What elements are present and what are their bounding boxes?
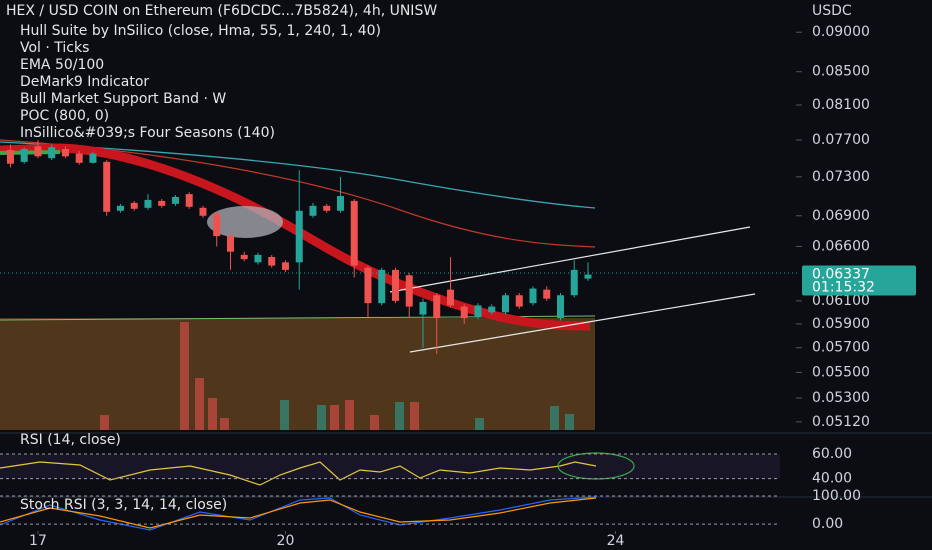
candle-body	[488, 306, 496, 313]
indicator-label: InSillico&#039;s Four Seasons (140)	[20, 125, 275, 141]
y-tick-label: 40.00	[812, 471, 852, 487]
y-tick-label: 0.07300	[812, 169, 870, 185]
candle-body	[309, 205, 317, 216]
indicator-label: Bull Market Support Band · W	[20, 91, 226, 107]
candle-body	[515, 295, 523, 307]
candle-body	[61, 149, 69, 157]
rsi-title: RSI (14, close)	[20, 432, 121, 448]
indicator-label: POC (800, 0)	[20, 108, 109, 124]
candle-body	[226, 236, 234, 252]
candle-body	[34, 146, 42, 157]
candle-body	[268, 257, 276, 266]
currency: USDC	[812, 3, 852, 19]
candle-body	[570, 269, 578, 296]
candle-body	[336, 196, 344, 211]
candle-body	[213, 213, 221, 237]
y-tick-label: 0.06100	[812, 293, 870, 309]
candle-body	[501, 295, 509, 313]
indicator-label: EMA 50/100	[20, 57, 104, 73]
candle-body	[405, 275, 413, 307]
candle-body	[48, 147, 56, 159]
candle-body	[75, 153, 83, 163]
support-band	[0, 318, 595, 430]
indicator-label: Vol · Ticks	[20, 40, 89, 56]
ema-line	[0, 141, 596, 209]
x-tick-label: 24	[607, 533, 625, 549]
x-tick-label: 17	[29, 533, 47, 549]
candle-body	[158, 200, 166, 206]
indicator-label: Hull Suite by InSilico (close, Hma, 55, …	[20, 23, 381, 39]
volume-bars	[280, 400, 574, 430]
price-badge	[802, 265, 916, 296]
candle-body	[6, 149, 14, 164]
y-tick-label: 0.05500	[812, 364, 870, 380]
y-tick-label: 0.00	[812, 516, 843, 532]
y-tick-label: 0.08100	[812, 97, 870, 113]
y-tick-label: 0.09000	[812, 24, 870, 40]
poc-marker	[207, 206, 283, 238]
y-tick-label: 0.06900	[812, 208, 870, 224]
candle-body	[419, 302, 427, 315]
volume-bars	[100, 322, 419, 430]
trend-line	[409, 293, 756, 353]
candle-body	[350, 200, 358, 266]
stoch-k-line	[0, 496, 597, 531]
indicator-label: DeMark9 Indicator	[20, 74, 149, 90]
candle-body	[240, 254, 248, 260]
symbol-title: HEX / USD COIN on Ethereum (F6DCDC...7B5…	[6, 3, 437, 19]
candle-body	[460, 306, 468, 319]
y-tick-label: 0.07700	[812, 132, 870, 148]
y-tick-label: 0.05300	[812, 390, 870, 406]
candle-body	[556, 295, 564, 319]
candle-body	[295, 210, 303, 263]
candle-body	[199, 207, 207, 216]
candle-body	[323, 205, 331, 211]
candle-body	[378, 269, 386, 304]
stoch-title: Stoch RSI (3, 3, 14, 14, close)	[20, 497, 227, 513]
y-tick-label: 60.00	[812, 446, 852, 462]
candle-body	[20, 149, 28, 162]
y-tick-label: 0.08500	[812, 64, 870, 80]
price-label: 0.06337	[812, 267, 870, 283]
candle-body	[391, 269, 399, 301]
candle-body	[446, 289, 454, 306]
countdown: 01:15:32	[812, 280, 875, 296]
y-tick-label: 0.05900	[812, 316, 870, 332]
y-tick-label: 0.05700	[812, 340, 870, 356]
candle-body	[543, 289, 551, 299]
candle-body	[144, 199, 152, 208]
candle-body	[529, 288, 537, 304]
x-tick-label: 20	[277, 533, 295, 549]
candle-body	[89, 153, 97, 163]
candle-body	[171, 197, 179, 204]
candle-body	[364, 267, 372, 304]
candle-body	[584, 274, 592, 279]
ema-line	[0, 139, 596, 248]
y-tick-label: 0.06600	[812, 238, 870, 254]
rsi-band	[0, 454, 780, 479]
candle-body	[103, 161, 111, 212]
candle-body	[130, 202, 138, 209]
overlays	[0, 139, 800, 430]
rsi-line	[0, 461, 597, 486]
candle-body	[433, 295, 441, 319]
hull-ribbon	[0, 143, 591, 331]
candle-body	[116, 205, 124, 211]
candle-body	[254, 254, 262, 263]
y-tick-label: 0.05120	[812, 414, 870, 430]
y-tick-label: 100.00	[812, 488, 861, 504]
candle-body	[185, 194, 193, 207]
stoch-d-line	[0, 497, 597, 529]
candle-body	[281, 262, 289, 270]
candle-body	[474, 305, 482, 317]
